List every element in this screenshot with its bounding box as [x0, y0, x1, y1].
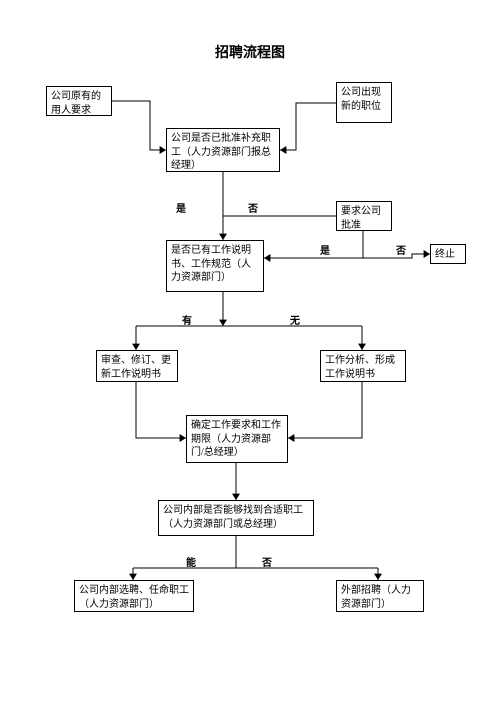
label-l_can_no: 否: [262, 554, 272, 569]
node-n_reqApp: 要求公司批准: [336, 201, 392, 231]
arrowhead-6: [264, 254, 270, 262]
node-n_internal: 公司内部选聘、任命职工（人力资源部门）: [74, 580, 194, 612]
node-n_approve: 公司是否已批准补充职工（人力资源部门报总经理）: [166, 128, 280, 172]
arrowhead-1: [280, 146, 286, 154]
node-n_canFind: 公司内部是否能够找到合适职工（人力资源部门或总经理）: [158, 500, 314, 536]
flowchart-page: 招聘流程图 公司原有的用人要求 公司出现新的职位公司是否已批准补充职工（人力资源部…: [0, 0, 500, 708]
node-n_review: 审查、修订、更新工作说明书: [96, 350, 178, 382]
edge-0: [112, 101, 166, 150]
arrowhead-8: [219, 320, 227, 326]
node-n_hasSpec: 是否已有工作说明书、工作规范（人力资源部门）: [166, 240, 264, 292]
node-n_external: 外部招聘（人力资源部门）: [336, 580, 424, 612]
label-l_approve_yes: 是: [176, 200, 186, 215]
edge-13: [288, 382, 362, 438]
label-l_can_yes: 能: [186, 554, 196, 569]
node-n_stop: 终止: [430, 244, 466, 264]
label-l_spec_you: 有: [182, 312, 192, 327]
node-n_newPos: 公司出现新的职位: [336, 82, 392, 123]
node-n_analyze: 工作分析、形成工作说明书: [320, 350, 406, 382]
node-n_origReq: 公司原有的用人要求: [46, 86, 112, 116]
edge-1: [280, 103, 336, 150]
label-l_reqapp_no: 否: [396, 242, 406, 257]
page-title: 招聘流程图: [0, 42, 500, 62]
label-l_reqapp_yes: 是: [320, 242, 330, 257]
node-n_reqDL: 确定工作要求和工作期限（人力资源部门/总经理）: [186, 415, 288, 463]
arrowhead-13: [288, 434, 294, 442]
label-l_approve_no: 否: [248, 200, 258, 215]
label-l_spec_wu: 无: [290, 312, 300, 327]
edge-12: [136, 382, 186, 438]
